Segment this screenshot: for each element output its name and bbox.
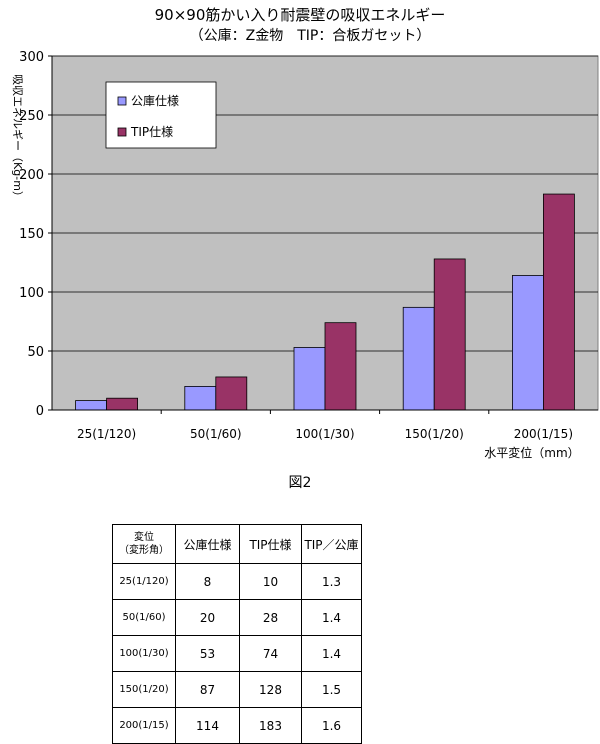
bar-kouko <box>293 347 326 411</box>
bar-kouko <box>402 306 435 411</box>
figure-caption: 図2 <box>288 475 312 491</box>
cell-kouko: 87 <box>175 671 240 708</box>
header-kouko: 公庫仕様 <box>175 524 240 564</box>
cell-kouko: 20 <box>175 599 240 636</box>
cell-ratio: 1.3 <box>301 563 362 600</box>
bar-kouko <box>512 275 544 411</box>
x-tick-label: 150(1/20) <box>405 427 464 441</box>
x-tick-label: 100(1/30) <box>295 427 354 441</box>
bar-tip <box>106 397 138 411</box>
cell-displacement: 100(1/30) <box>112 635 176 672</box>
cell-ratio: 1.5 <box>301 671 362 708</box>
cell-tip: 74 <box>239 635 302 672</box>
bar-kouko <box>184 385 217 411</box>
bar-tip <box>543 193 575 411</box>
chart-subtitle: （公庫：Z金物 TIP：合板ガセット） <box>190 27 431 44</box>
table-header-row: 変位 （変形角） 公庫仕様 TIP仕様 TIP／公庫 <box>112 524 362 564</box>
x-axis-label: 水平変位（mm） <box>484 445 579 460</box>
axes: 0 50 100 150 200 250 300 25(1/120) 50(1/60) 100(1… <box>19 50 598 441</box>
y-tick-label: 250 <box>19 109 44 124</box>
header-ratio: TIP／公庫 <box>301 524 362 564</box>
legend-swatch-kouko <box>117 96 127 106</box>
cell-tip: 28 <box>239 599 302 636</box>
bar-tip <box>215 376 248 411</box>
legend: 公庫仕様 TIP仕様 <box>105 81 217 149</box>
header-displacement: 変位 （変形角） <box>112 524 176 564</box>
x-tick-label: 200(1/15) <box>514 427 573 441</box>
y-tick-label: 300 <box>19 50 44 65</box>
energy-table: 変位 （変形角） 公庫仕様 TIP仕様 TIP／公庫 25(1/120) 8 1… <box>112 524 362 744</box>
chart-title: 90×90筋かい入り耐震壁の吸収エネルギー <box>155 6 446 24</box>
cell-tip: 10 <box>239 563 302 600</box>
bar-tip <box>324 322 357 411</box>
legend-box <box>105 81 217 149</box>
legend-label-tip: TIP仕様 <box>130 125 173 139</box>
header-tip: TIP仕様 <box>239 524 302 564</box>
y-tick-label: 200 <box>19 168 44 183</box>
cell-ratio: 1.4 <box>301 635 362 672</box>
header-displacement-line1: 変位 <box>134 532 154 543</box>
cell-ratio: 1.4 <box>301 599 362 636</box>
y-tick-label: 100 <box>19 286 44 301</box>
table-row: 50(1/60) 20 28 1.4 <box>112 599 362 636</box>
table-row: 150(1/20) 87 128 1.5 <box>112 671 362 708</box>
bar-kouko <box>75 400 107 411</box>
x-tick-label: 25(1/120) <box>77 427 136 441</box>
cell-tip: 128 <box>239 671 302 708</box>
cell-displacement: 50(1/60) <box>112 599 176 636</box>
energy-bar-chart: 90×90筋かい入り耐震壁の吸収エネルギー （公庫：Z金物 TIP：合板ガセット… <box>11 6 599 460</box>
cell-displacement: 25(1/120) <box>112 563 176 600</box>
legend-swatch-tip <box>117 127 127 137</box>
cell-kouko: 8 <box>175 563 240 600</box>
y-tick-label: 0 <box>36 404 44 419</box>
cell-displacement: 150(1/20) <box>112 671 176 708</box>
x-tick-label: 50(1/60) <box>190 427 242 441</box>
table-row: 25(1/120) 8 10 1.3 <box>112 563 362 600</box>
header-displacement-line2: （変形角） <box>119 545 169 556</box>
y-axis-label: 吸収エネルギー（Kg-m） <box>11 74 24 202</box>
legend-label-kouko: 公庫仕様 <box>131 94 179 108</box>
y-tick-label: 50 <box>27 345 44 360</box>
bar-tip <box>433 258 466 411</box>
bars <box>75 193 575 411</box>
table-row: 100(1/30) 53 74 1.4 <box>112 635 362 672</box>
y-tick-label: 150 <box>19 227 44 242</box>
cell-kouko: 53 <box>175 635 240 672</box>
